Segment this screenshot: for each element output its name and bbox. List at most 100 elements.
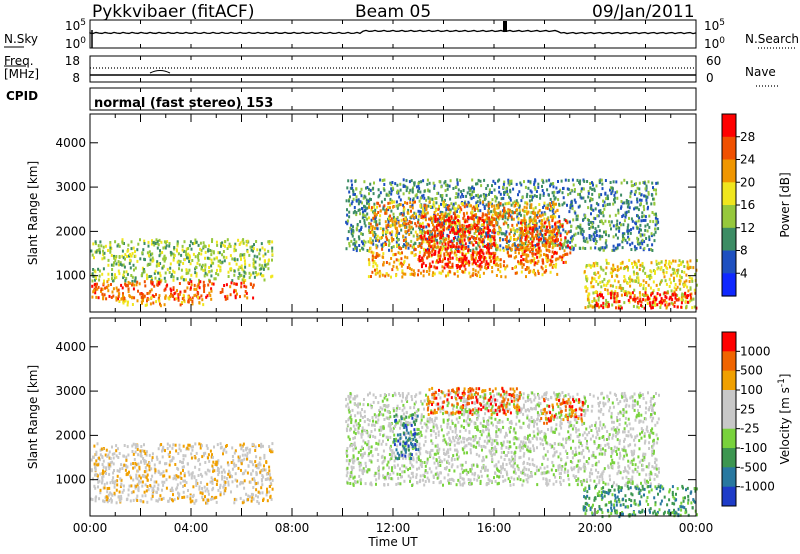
power-echo-cell: [370, 218, 373, 222]
power-echo-cell: [570, 200, 573, 204]
velocity-echo-cell: [269, 482, 272, 486]
velocity-echo-cell: [121, 490, 124, 494]
power-echo-cell: [643, 294, 645, 298]
velocity-echo-cell: [250, 472, 253, 476]
power-echo-cell: [651, 211, 654, 214]
power-echo-cell: [264, 263, 267, 267]
power-echo-cell: [107, 249, 109, 252]
power-echo-cell: [370, 208, 373, 212]
power-echo-cell: [546, 206, 549, 210]
power-echo-cell: [392, 212, 395, 216]
power-echo-cell: [412, 269, 415, 273]
power-echo-cell: [395, 258, 398, 262]
power-echo-cell: [623, 290, 626, 294]
power-echo-cell: [607, 303, 610, 307]
power-echo-cell: [405, 189, 408, 193]
power-echo-cell: [372, 233, 375, 237]
power-echo-cell: [535, 237, 538, 241]
power-echo-cell: [421, 263, 424, 267]
power-echo-cell: [638, 191, 641, 195]
power-echo-cell: [621, 232, 624, 236]
power-echo-cell: [379, 227, 382, 230]
power-echo-cell: [448, 216, 450, 220]
power-echo-cell: [499, 270, 502, 274]
power-echo-cell: [583, 270, 586, 274]
power-echo-cell: [121, 286, 124, 290]
power-echo-cell: [648, 248, 651, 252]
power-echo-cell: [441, 260, 444, 264]
power-echo-cell: [236, 258, 239, 262]
power-echo-cell: [117, 297, 119, 301]
power-echo-cell: [569, 206, 572, 210]
power-echo-cell: [648, 225, 651, 229]
power-echo-cell: [129, 252, 132, 256]
power-echo-cell: [477, 251, 480, 255]
velocity-echo-cell: [139, 480, 142, 484]
power-echo-cell: [567, 178, 570, 182]
power-echo-cell: [441, 198, 444, 202]
power-echo-cell: [91, 284, 94, 288]
power-echo-cell: [643, 240, 646, 244]
velocity-echo-cell: [179, 449, 182, 453]
power-echo-cell: [607, 292, 610, 296]
power-echo-cell: [582, 236, 585, 240]
power-echo-cell: [363, 219, 366, 222]
power-echo-cell: [665, 306, 668, 310]
power-echo-cell: [186, 286, 189, 290]
power-echo-cell: [642, 279, 645, 283]
power-echo-cell: [518, 234, 521, 238]
power-echo-cell: [348, 190, 351, 194]
power-echo-cell: [439, 233, 442, 237]
power-echo-cell: [406, 243, 409, 247]
power-echo-cell: [503, 260, 506, 264]
power-echo-cell: [182, 293, 185, 297]
power-echo-cell: [490, 255, 493, 259]
power-echo-cell: [613, 292, 616, 296]
power-echo-cell: [120, 283, 123, 287]
power-echo-cell: [457, 192, 460, 196]
power-echo-cell: [639, 246, 642, 250]
power-echo-cell: [612, 269, 615, 273]
power-echo-cell: [574, 211, 577, 215]
power-echo-cell: [352, 197, 355, 201]
power-echo-cell: [474, 228, 477, 232]
power-echo-cell: [463, 270, 466, 274]
power-echo-cell: [433, 204, 436, 208]
power-echo-cell: [622, 213, 625, 217]
velocity-echo-cell: [181, 496, 184, 499]
power-echo-cell: [462, 263, 465, 267]
power-echo-cell: [629, 292, 632, 296]
power-echo-cell: [616, 219, 619, 223]
power-echo-cell: [687, 289, 690, 293]
power-echo-cell: [620, 181, 623, 185]
power-echo-cell: [400, 212, 403, 215]
power-echo-cell: [625, 291, 628, 295]
power-echo-cell: [465, 227, 468, 231]
power-echo-cell: [190, 247, 193, 251]
power-echo-cell: [659, 303, 662, 307]
power-echo-cell: [520, 235, 523, 239]
power-echo-cell: [665, 270, 668, 274]
power-echo-cell: [387, 208, 390, 212]
power-echo-cell: [427, 204, 430, 208]
power-echo-cell: [635, 222, 637, 226]
power-echo-cell: [397, 258, 400, 262]
velocity-echo-cell: [162, 483, 165, 487]
power-echo-cell: [102, 245, 105, 249]
power-echo-cell: [531, 259, 534, 263]
power-echo-cell: [233, 249, 236, 253]
power-echo-cell: [459, 232, 461, 236]
power-echo-cell: [184, 250, 187, 254]
power-echo-cell: [473, 187, 475, 191]
power-echo-cell: [581, 233, 584, 237]
power-echo-cell: [543, 225, 546, 229]
power-echo-cell: [185, 272, 188, 275]
power-echo-cell: [603, 207, 606, 211]
power-echo-cell: [461, 261, 464, 265]
power-echo-cell: [594, 246, 597, 250]
power-echo-cell: [613, 198, 615, 202]
velocity-echo-cell: [249, 480, 252, 484]
power-echo-cell: [605, 239, 608, 243]
power-echo-cell: [669, 295, 672, 299]
velocity-echo-cell: [146, 500, 149, 504]
